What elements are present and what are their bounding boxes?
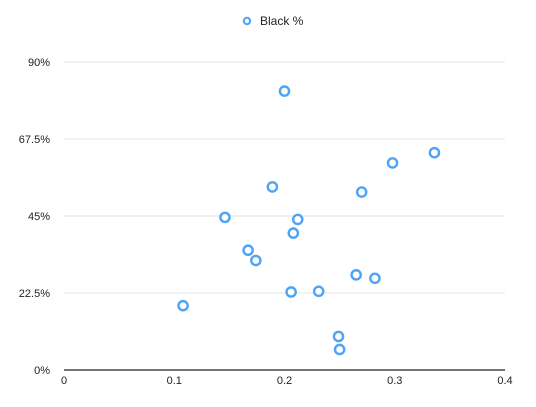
x-tick-label: 0 xyxy=(61,375,67,387)
data-point[interactable] xyxy=(278,85,291,97)
data-point[interactable] xyxy=(285,286,297,298)
y-tick-label: 90% xyxy=(28,57,50,69)
legend-marker xyxy=(242,16,252,26)
data-point[interactable] xyxy=(312,285,325,298)
legend-label: Black % xyxy=(260,14,304,28)
y-tick-label: 0% xyxy=(34,365,50,377)
data-point[interactable] xyxy=(291,213,304,226)
data-point[interactable] xyxy=(287,227,300,239)
data-point[interactable] xyxy=(355,186,368,198)
y-axis-tick-labels: 0% 22.5% 45% 67.5% 90% xyxy=(19,57,50,377)
y-tick-label: 67.5% xyxy=(19,134,50,146)
x-axis-tick-labels: 0 0.1 0.2 0.3 0.4 xyxy=(61,375,513,387)
data-point[interactable] xyxy=(333,343,346,356)
data-points xyxy=(177,85,441,356)
legend[interactable]: Black % xyxy=(242,14,304,28)
y-tick-label: 45% xyxy=(28,211,50,223)
data-point[interactable] xyxy=(350,269,362,281)
data-point[interactable] xyxy=(332,330,345,343)
data-point[interactable] xyxy=(369,272,381,285)
data-point[interactable] xyxy=(386,157,399,169)
data-point[interactable] xyxy=(428,146,441,159)
data-point[interactable] xyxy=(266,181,279,193)
x-tick-label: 0.3 xyxy=(387,375,402,387)
gridlines xyxy=(64,61,505,294)
x-tick-label: 0.1 xyxy=(167,375,182,387)
x-tick-label: 0.4 xyxy=(497,375,512,387)
data-point[interactable] xyxy=(177,299,189,312)
data-point[interactable] xyxy=(242,244,254,257)
x-tick-label: 0.2 xyxy=(277,375,292,387)
data-point[interactable] xyxy=(219,211,231,224)
y-tick-label: 22.5% xyxy=(19,288,50,300)
data-point[interactable] xyxy=(250,254,262,267)
